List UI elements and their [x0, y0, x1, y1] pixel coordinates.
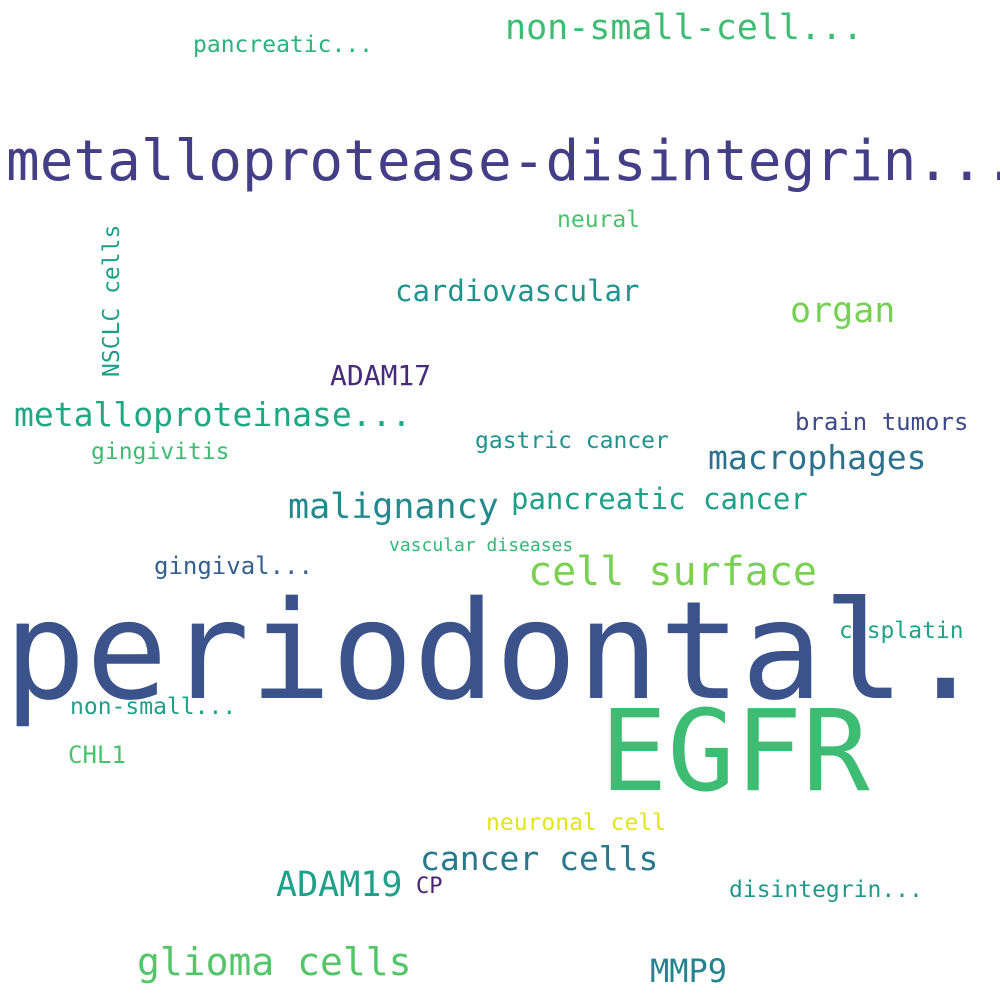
- word-non-small-cell-truncated: non-small-cell...: [505, 8, 864, 48]
- word-malignancy: malignancy: [288, 487, 499, 527]
- word-adam17: ADAM17: [330, 359, 432, 392]
- word-non-small-truncated: non-small...: [70, 694, 237, 720]
- word-glioma-cells: glioma cells: [137, 940, 412, 984]
- word-adam19: ADAM19: [276, 865, 403, 905]
- word-neural: neural: [557, 207, 641, 233]
- word-mmp9: MMP9: [650, 952, 728, 990]
- word-vascular-diseases: vascular diseases: [389, 535, 574, 556]
- word-macrophages: macrophages: [708, 438, 927, 477]
- word-cp: CP: [416, 874, 443, 899]
- word-metalloproteinase: metalloproteinase...: [14, 395, 412, 434]
- word-egfr: EGFR: [600, 687, 870, 817]
- word-organ: organ: [790, 291, 896, 331]
- word-pancreatic-truncated: pancreatic...: [193, 32, 374, 58]
- word-gingivitis: gingivitis: [91, 439, 230, 465]
- word-cisplatin: cisplatin: [839, 618, 964, 644]
- word-cell-surface: cell surface: [528, 549, 817, 595]
- word-cancer-cells: cancer cells: [420, 839, 659, 878]
- word-pancreatic-cancer: pancreatic cancer: [511, 482, 808, 516]
- word-cardiovascular: cardiovascular: [395, 274, 640, 308]
- word-neuronal-cell: neuronal cell: [486, 810, 667, 836]
- word-disintegrin-truncated: disintegrin...: [729, 877, 923, 903]
- word-nsclc-cells: NSCLC cells: [99, 224, 125, 377]
- word-gingival-truncated: gingival...: [154, 552, 313, 580]
- word-chl1: CHL1: [68, 741, 126, 769]
- word-brain-tumors: brain tumors: [795, 408, 969, 436]
- word-gastric-cancer: gastric cancer: [475, 428, 669, 454]
- word-metalloprotease-disintegrin: metalloprotease-disintegrin...: [6, 129, 1000, 194]
- word-periodontal: periodontal...: [4, 573, 1000, 731]
